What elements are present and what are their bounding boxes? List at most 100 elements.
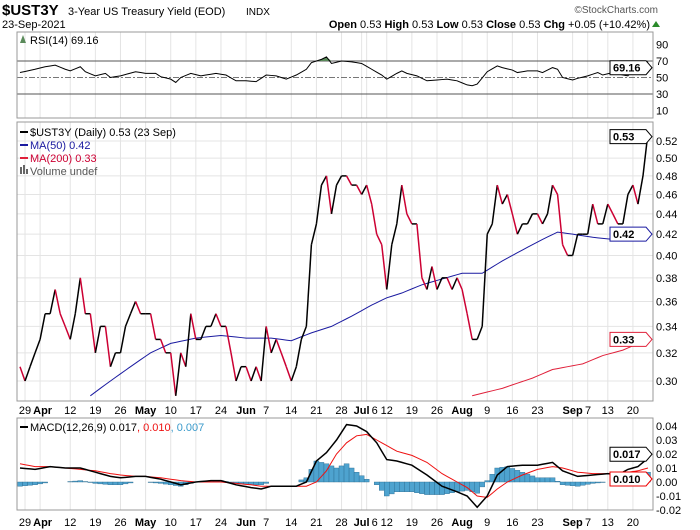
rsi-last-value: 69.16 [613,63,641,75]
x-tick-label: 13 [602,517,614,529]
histogram-bar [590,481,596,484]
x-tick-label: 20 [627,517,639,529]
price-segment [300,326,308,340]
price-segment [190,313,197,340]
price-segment [511,213,519,235]
histogram-bar [97,481,104,485]
histogram-bar [348,467,355,483]
price-segment [396,184,403,225]
histogram-bar [92,481,99,484]
macd-y-tick: 0.01 [656,463,677,475]
x-tick-label: 16 [506,517,518,529]
rsi-legend: RSI(14) 69.16 [30,35,98,47]
x-tick-label: 17 [190,517,202,529]
x-tick-label: 10 [165,517,177,529]
histogram-bar [152,481,159,484]
x-tick-label: 9 [484,517,490,529]
x-tick-label: 19 [406,405,418,417]
price-segment [627,184,634,195]
price-y-tick: 0.44 [656,209,677,221]
price-segment [541,213,549,225]
histogram-bar [404,481,410,493]
histogram-bar [32,481,38,485]
x-tick-label: 28 [335,405,347,417]
price-y-tick: 0.50 [656,153,677,165]
x-tick-label: 14 [285,517,297,529]
price-segment [295,339,303,367]
legend-ma50: MA(50) 0.42 [30,140,91,152]
price-segment [536,213,544,225]
histogram-bar [333,467,340,483]
price-segment [466,313,473,340]
histogram-bar [298,479,305,483]
price-segment [265,326,272,353]
x-tick-label: 26 [114,405,126,417]
histogram-bar [399,481,405,493]
x-tick-label: Jul [354,517,370,529]
x-tick-label: 7 [585,517,591,529]
x-tick-label: 16 [506,405,518,417]
price-segment [185,313,192,367]
histogram-bar [424,481,430,495]
x-tick-label: 23 [531,517,543,529]
x-tick-label: 7 [263,405,269,417]
histogram-bar [127,481,134,484]
macd-y-tick: 0.02 [656,449,677,461]
volume-icon [20,165,28,174]
x-tick-label: 7 [585,405,591,417]
price-segment [355,184,363,195]
x-tick-label: May [135,405,157,417]
price-segment [360,184,368,195]
price-segment [426,266,433,290]
histogram-bar [22,481,28,486]
histogram-bar [157,481,164,484]
price-segment [592,203,599,225]
histogram-bar [554,481,561,483]
x-tick-label: 10 [165,405,177,417]
price-segment [89,313,97,353]
price-segment [632,184,639,205]
macd-last-value: 0.017 [613,449,641,461]
price-segment [79,277,87,314]
price-segment [94,326,102,353]
histogram-bar [474,481,480,494]
price-segment [376,233,383,246]
rsi-y-tick: 90 [656,40,668,52]
price-segment [622,194,629,225]
macd-legend: MACD(12,26,9) 0.017, 0.010, 0.007 [30,422,204,434]
price-segment [416,223,423,278]
price-segment [34,339,41,354]
up-arrow-icon [652,21,660,27]
x-tick-label: 26 [114,517,126,529]
price-segment [391,223,398,245]
price-segment [109,352,117,367]
histogram-bar [37,481,43,485]
ma50-last-value: 0.42 [613,229,634,241]
histogram-bar [162,481,169,485]
x-tick-label: 19 [89,517,101,529]
price-segment [159,339,167,354]
price-segment [275,339,282,354]
price-segment [104,326,112,367]
x-tick-label: 12 [381,405,393,417]
price-segment [446,277,453,290]
ma200-last-value: 0.33 [613,334,634,346]
price-segment [250,366,257,382]
price-segment [431,266,438,290]
x-tick-label: Sep [563,405,583,417]
x-tick-label: 17 [190,405,202,417]
price-segment [235,366,242,382]
price-segment [64,326,71,340]
histogram-bar [27,481,33,486]
ohlc-summary: Open 0.53 High 0.53 Low 0.53 Close 0.53 … [329,19,650,31]
price-frame [16,121,654,402]
quote-date: 23-Sep-2021 [2,19,66,31]
histogram-bar [253,481,259,485]
x-tick-label: Jul [354,405,370,417]
price-segment [345,175,353,186]
price-segment [370,203,378,235]
histogram-bar [414,481,420,493]
security-name: 3-Year US Treasury Yield (EOD) [68,6,225,18]
histogram-bar [419,481,425,494]
